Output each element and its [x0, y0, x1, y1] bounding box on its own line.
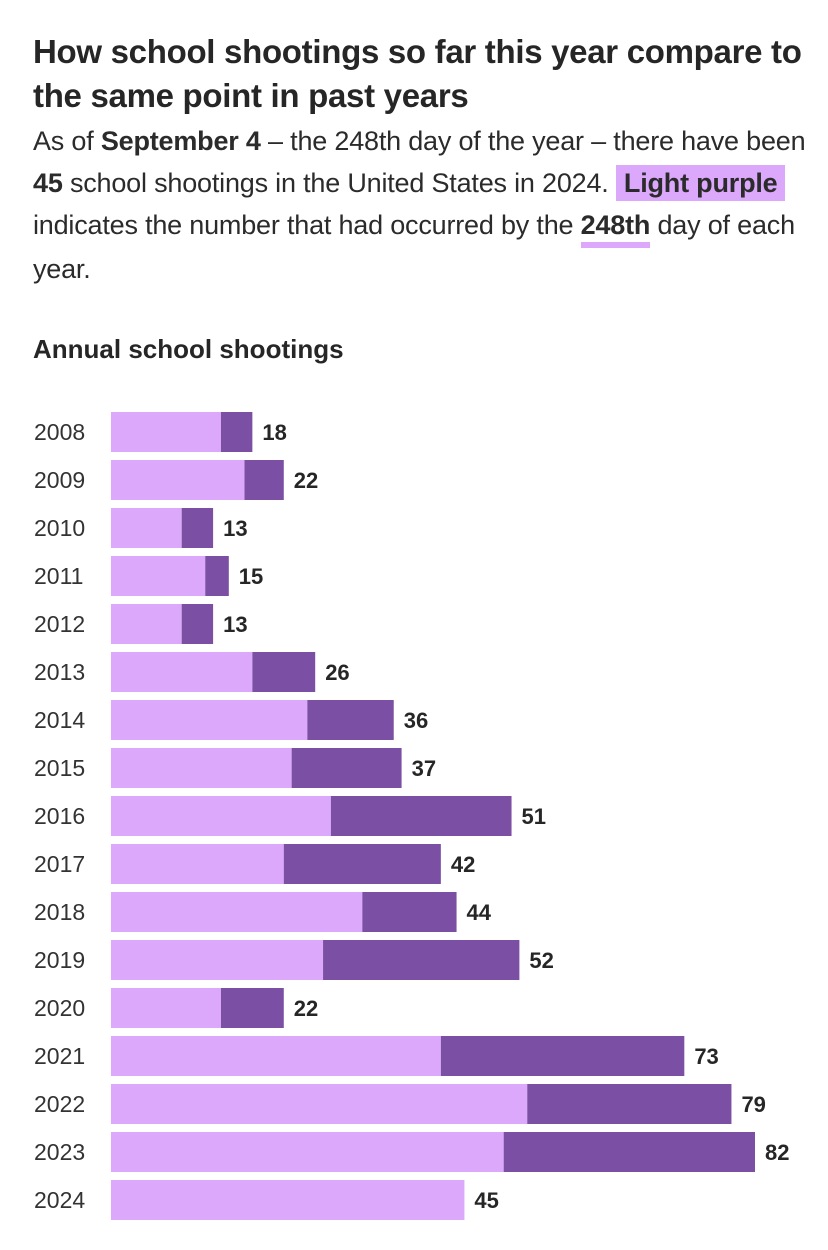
bar-segment-rest-of-year	[440, 1036, 685, 1076]
year-label: 2013	[34, 659, 85, 685]
desc-text-2: – the 248th day of the year – there have…	[260, 126, 806, 156]
bar-segment-by-day-248	[111, 892, 363, 932]
bar-segment-rest-of-year	[330, 796, 512, 836]
bar-segment-by-day-248	[111, 700, 308, 740]
value-label: 22	[294, 468, 318, 493]
bar-segment-by-day-248	[111, 844, 284, 884]
value-label: 73	[694, 1044, 718, 1069]
value-label: 22	[294, 996, 318, 1021]
value-label: 51	[522, 804, 546, 829]
bar-segment-rest-of-year	[323, 940, 520, 980]
value-label: 13	[223, 516, 247, 541]
year-label: 2021	[34, 1043, 85, 1069]
year-label: 2011	[34, 563, 83, 589]
value-label: 37	[412, 756, 436, 781]
bar-segment-rest-of-year	[205, 556, 229, 596]
year-label: 2022	[34, 1091, 85, 1117]
bar-segment-by-day-248	[111, 1084, 528, 1124]
bar-segment-by-day-248	[111, 940, 324, 980]
year-label: 2009	[34, 467, 85, 493]
bar-segment-by-day-248	[111, 1036, 441, 1076]
year-label: 2008	[34, 419, 85, 445]
bar-segment-rest-of-year	[283, 844, 441, 884]
bar-segment-rest-of-year	[181, 604, 214, 644]
year-label: 2016	[34, 803, 85, 829]
bar-segment-by-day-248	[111, 1132, 504, 1172]
bar-segment-by-day-248	[111, 460, 245, 500]
legend-light-purple: Light purple	[615, 165, 786, 201]
bar-segment-by-day-248	[111, 412, 221, 452]
value-label: 26	[325, 660, 349, 685]
bar-chart: 2008 18 2009 22 2010 13 2011 15 2012 13 2013 26 2014…	[34, 412, 789, 1220]
value-label: 36	[404, 708, 428, 733]
value-label: 44	[467, 900, 492, 925]
year-label: 2015	[34, 755, 85, 781]
bar-segment-rest-of-year	[291, 748, 402, 788]
bar-segment-rest-of-year	[181, 508, 214, 548]
year-label: 2018	[34, 899, 85, 925]
value-label: 79	[741, 1092, 765, 1117]
bar-segment-by-day-248	[111, 988, 221, 1028]
bar-segment-rest-of-year	[307, 700, 394, 740]
bar-segment-by-day-248	[111, 748, 292, 788]
year-label: 2010	[34, 515, 85, 541]
chart-subtitle: Annual school shootings	[33, 334, 344, 364]
chart-description: As of September 4 – the 248th day of the…	[33, 120, 813, 290]
year-label: 2023	[34, 1139, 85, 1165]
value-label: 42	[451, 852, 475, 877]
value-label: 13	[223, 612, 247, 637]
value-label: 82	[765, 1140, 789, 1165]
bar-segment-by-day-248	[111, 796, 331, 836]
year-label: 2012	[34, 611, 85, 637]
bar-segment-rest-of-year	[220, 412, 253, 452]
desc-date: September 4	[100, 126, 261, 156]
chart-title: How school shootings so far this year co…	[33, 33, 802, 114]
bar-segment-by-day-248	[111, 1180, 465, 1220]
bar-segment-by-day-248	[111, 508, 182, 548]
year-label: 2020	[34, 995, 85, 1021]
year-label: 2019	[34, 947, 85, 973]
value-label: 15	[239, 564, 263, 589]
bar-segment-rest-of-year	[244, 460, 284, 500]
year-label: 2017	[34, 851, 85, 877]
bar-segment-rest-of-year	[220, 988, 284, 1028]
bar-segment-by-day-248	[111, 604, 182, 644]
bar-segment-by-day-248	[111, 556, 206, 596]
bar-segment-rest-of-year	[527, 1084, 732, 1124]
desc-text-1: As of	[33, 126, 101, 156]
value-label: 18	[262, 420, 286, 445]
value-label: 52	[529, 948, 553, 973]
desc-text-5: day of each year.	[33, 210, 795, 284]
value-label: 45	[474, 1188, 498, 1213]
bar-segment-by-day-248	[111, 652, 253, 692]
year-label: 2014	[34, 707, 85, 733]
desc-text-4: indicates the number that had occurred b…	[33, 210, 581, 240]
bar-segment-rest-of-year	[252, 652, 316, 692]
year-label: 2024	[34, 1187, 85, 1213]
bar-segment-rest-of-year	[503, 1132, 755, 1172]
desc-count: 45	[33, 168, 63, 198]
desc-day-underlined: 248th	[580, 208, 650, 248]
desc-text-3: school shootings in the United States in…	[62, 168, 616, 198]
bar-segment-rest-of-year	[362, 892, 457, 932]
